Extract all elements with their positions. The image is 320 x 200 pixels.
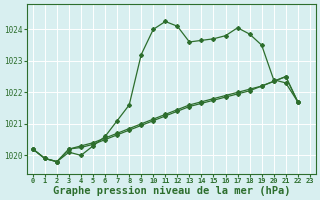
X-axis label: Graphe pression niveau de la mer (hPa): Graphe pression niveau de la mer (hPa)	[52, 186, 290, 196]
